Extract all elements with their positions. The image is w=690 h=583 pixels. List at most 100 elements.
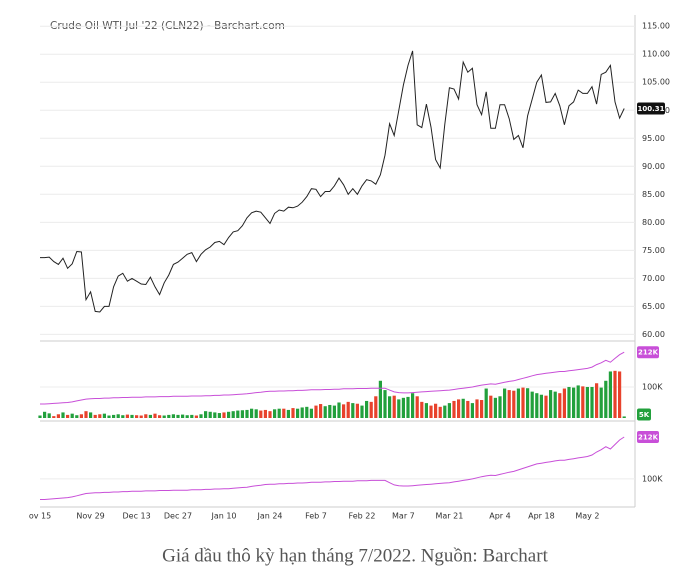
volume-bar <box>411 393 415 418</box>
volume-bar <box>116 414 120 418</box>
volume-bar <box>139 415 143 418</box>
volume-bar <box>342 404 346 418</box>
volume-bar <box>401 397 405 418</box>
volume-bar <box>199 414 203 418</box>
volume-bar <box>567 386 571 418</box>
value-tag-label: 5K <box>639 411 650 419</box>
volume-bar <box>470 403 474 418</box>
volume-bar <box>383 390 387 418</box>
volume-bar <box>319 404 323 418</box>
volume-bar <box>162 415 166 418</box>
volume-bar <box>323 406 327 418</box>
volume-bar <box>507 390 511 418</box>
volume-bar <box>443 405 447 418</box>
volume-bar <box>365 400 369 418</box>
volume-bar <box>461 398 465 418</box>
volume-bar <box>181 414 185 418</box>
volume-bar <box>438 406 442 418</box>
volume-bar <box>245 409 249 418</box>
x-tick-label: Feb 7 <box>305 512 327 521</box>
volume-bar <box>447 403 451 418</box>
volume-bar <box>388 396 392 418</box>
volume-bar <box>208 411 212 418</box>
volume-bar <box>98 414 102 418</box>
volume-bar <box>38 415 42 418</box>
volume-bar <box>273 409 277 418</box>
volume-bar <box>79 414 83 418</box>
volume-bar <box>286 409 290 418</box>
volume-bar <box>153 413 157 418</box>
x-tick-label: Nov 29 <box>76 512 104 521</box>
volume-bar <box>374 396 378 418</box>
y-tick-label: 75.00 <box>642 246 665 255</box>
volume-bar <box>107 415 111 418</box>
value-tag-label: 100.31 <box>637 105 664 113</box>
x-tick-label: May 2 <box>575 512 599 521</box>
volume-bar <box>420 401 424 418</box>
volume-bar <box>185 415 189 418</box>
value-tag <box>637 346 659 359</box>
volume-bar <box>204 411 208 418</box>
volume-bar <box>397 399 401 418</box>
volume-bar <box>277 408 281 418</box>
x-tick-label: Feb 22 <box>349 512 376 521</box>
volume-bar <box>259 410 263 418</box>
volume-bar <box>135 415 139 418</box>
volume-bar <box>553 391 557 418</box>
x-tick-label: Dec 27 <box>164 512 192 521</box>
x-tick-label: Apr 4 <box>489 512 510 521</box>
volume-bar <box>355 403 359 418</box>
y-tick-label: 100K <box>642 474 663 483</box>
volume-bar <box>130 414 134 418</box>
volume-bar <box>217 413 221 418</box>
open-interest-line <box>40 351 625 405</box>
volume-bar <box>194 415 198 418</box>
price-line <box>40 50 625 313</box>
volume-bar <box>599 387 603 418</box>
volume-bar <box>604 380 608 418</box>
volume-bar <box>227 411 231 418</box>
volume-bar <box>56 414 60 418</box>
volume-bar <box>296 408 300 418</box>
y-tick-label: 115.00 <box>642 22 670 31</box>
volume-bar <box>305 406 309 418</box>
volume-bar <box>93 414 97 418</box>
volume-bar <box>70 413 74 418</box>
volume-bar <box>549 390 553 418</box>
price-line <box>40 436 625 500</box>
y-tick-label: 95.00 <box>642 134 665 143</box>
volume-bar <box>535 393 539 418</box>
y-tick-label: 105.00 <box>642 78 670 87</box>
value-tag-label: 212K <box>638 433 659 441</box>
y-tick-label: 110.00 <box>642 50 670 59</box>
volume-bar <box>52 416 56 418</box>
volume-bar <box>43 411 47 418</box>
x-tick-label: Mar 21 <box>435 512 463 521</box>
volume-bar <box>466 400 470 418</box>
y-tick-label: 100K <box>642 382 663 391</box>
volume-bar <box>346 401 350 418</box>
caption: Giá dầu thô kỳ hạn tháng 7/2022. Nguồn: … <box>162 545 548 566</box>
volume-bar <box>581 386 585 418</box>
volume-bar <box>503 388 507 418</box>
volume-bar <box>250 408 254 418</box>
volume-bar <box>576 385 580 418</box>
volume-bar <box>406 396 410 418</box>
volume-bar <box>300 407 304 418</box>
volume-bar <box>434 403 438 418</box>
value-tag <box>637 408 651 421</box>
volume-bar <box>240 410 244 418</box>
volume-bar <box>457 399 461 418</box>
x-tick-label: Jan 24 <box>256 512 282 521</box>
volume-bar <box>622 416 626 418</box>
volume-bar <box>309 408 313 418</box>
volume-bar <box>429 405 433 418</box>
x-tick-label: Mar 7 <box>392 512 415 521</box>
volume-bar <box>332 405 336 418</box>
volume-bar <box>595 383 599 418</box>
volume-bar <box>254 409 258 418</box>
volume-bar <box>125 414 129 418</box>
x-tick-label: Apr 18 <box>528 512 555 521</box>
volume-bar <box>61 412 65 418</box>
